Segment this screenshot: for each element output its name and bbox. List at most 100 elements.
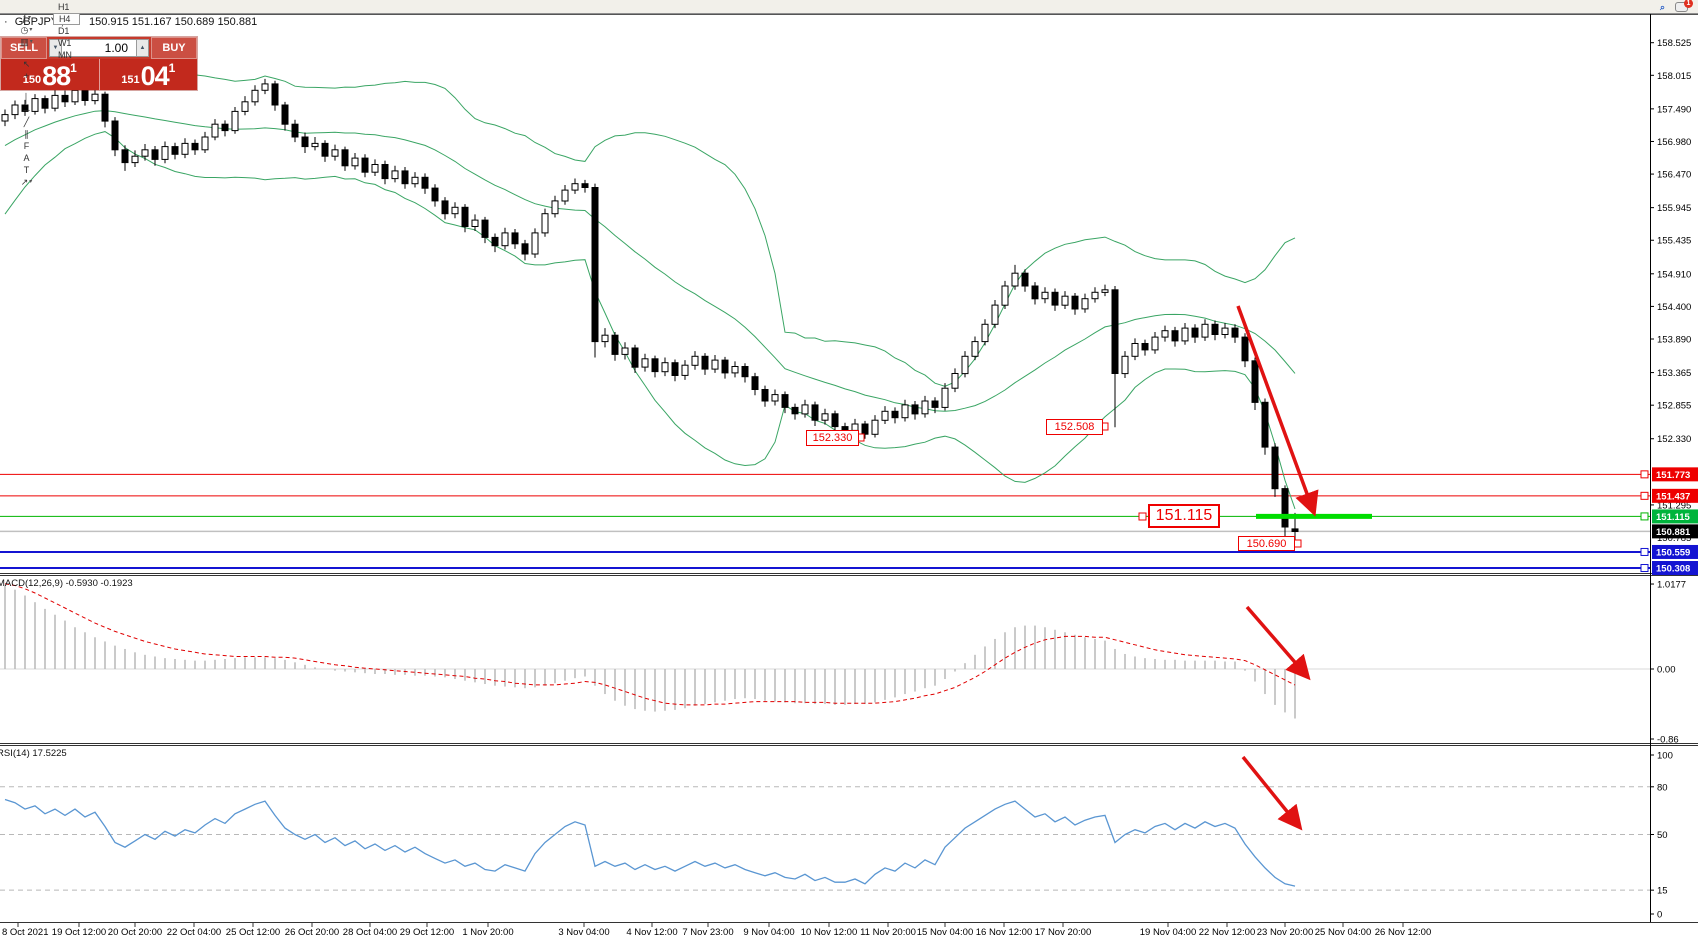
arrows-icon[interactable]: ↗ ▾ [20, 176, 33, 187]
ask-price-point: 1 [168, 61, 176, 75]
svg-text:150.881: 150.881 [1656, 527, 1691, 538]
one-click-trading-panel: SELL ▼ 1.00 ▲ BUY 150 88 1 151 04 1 [1, 37, 197, 90]
timeframe-h1[interactable]: H1 [57, 1, 70, 12]
bid-price-tile[interactable]: 150 88 1 [1, 59, 99, 90]
periods-icon: ◷ [20, 24, 29, 35]
svg-text:152.330: 152.330 [1657, 434, 1691, 445]
bollinger-bands [4, 72, 1296, 510]
time-axis[interactable]: 8 Oct 2021 19 Oct 12:00 20 Oct 20:00 22 Oct… [2, 923, 1431, 938]
vline-icon[interactable]: │ [2, 92, 51, 104]
svg-text:26 Nov 12:00: 26 Nov 12:00 [1375, 927, 1432, 938]
hline-icon[interactable]: ─ [2, 104, 51, 116]
volume-decrease-button[interactable]: ▼ [49, 39, 62, 57]
svg-text:20 Oct 20:00: 20 Oct 20:00 [108, 927, 162, 938]
toolbar-items: +新订单▤☁◉▶自动交易║▮~⊕⊖▦⇉⇥ƒ▾◷▾▥▾↖+│─╱∥FAT↗▾ [2, 0, 51, 198]
trendline-icon[interactable]: ╱ [2, 116, 51, 128]
svg-text:100: 100 [1657, 751, 1673, 762]
svg-text:1 Nov 20:00: 1 Nov 20:00 [462, 927, 513, 938]
svg-text:158.525: 158.525 [1657, 38, 1691, 49]
ohlc-readout: 150.915 151.167 150.689 150.881 [88, 16, 258, 28]
ask-price-pips: 04 [140, 61, 170, 91]
hline-icon: ─ [23, 104, 30, 115]
search-icon[interactable]: ⌕ [1659, 1, 1666, 12]
buy-button[interactable]: BUY [151, 37, 197, 59]
svg-text:19 Oct 12:00: 19 Oct 12:00 [52, 927, 106, 938]
crosshair-icon[interactable]: + [2, 70, 51, 82]
svg-text:154.400: 154.400 [1657, 302, 1691, 313]
bid-price-pips: 88 [42, 61, 71, 91]
svg-text:50: 50 [1657, 830, 1668, 841]
notification-badge: 1 [1684, 0, 1693, 8]
svg-text:157.490: 157.490 [1657, 104, 1691, 115]
macd-pane[interactable] [0, 583, 1650, 719]
periods-icon[interactable]: ◷ ▾ [20, 24, 33, 35]
svg-text:150.559: 150.559 [1656, 547, 1690, 558]
timeframe-d1[interactable]: D1 [57, 25, 70, 36]
price-label-152330[interactable]: 152.330 [806, 430, 859, 446]
svg-text:156.980: 156.980 [1657, 137, 1691, 148]
svg-text:8 Oct 2021: 8 Oct 2021 [2, 927, 48, 938]
svg-text:151.295: 151.295 [1657, 500, 1691, 511]
svg-text:17 Nov 20:00: 17 Nov 20:00 [1035, 927, 1092, 938]
timeframe-mn[interactable]: MN [57, 49, 72, 60]
bid-price-whole: 150 [22, 74, 42, 86]
volume-increase-button[interactable]: ▲ [136, 39, 149, 57]
svg-text:151.115: 151.115 [1656, 512, 1691, 523]
volume-control: ▼ 1.00 ▲ [47, 37, 151, 59]
text-icon[interactable]: A [2, 152, 51, 164]
text-icon: A [23, 152, 30, 163]
price-label-151115[interactable]: 151.115 [1148, 504, 1220, 528]
main-price-pane[interactable] [0, 72, 1650, 570]
channel-icon[interactable]: ∥ [2, 128, 51, 140]
svg-text:15 Nov 04:00: 15 Nov 04:00 [917, 927, 974, 938]
trend-arrow-macd [1245, 605, 1311, 681]
svg-text:155.435: 155.435 [1657, 236, 1691, 247]
cursor-icon[interactable]: ↖ [2, 58, 51, 70]
svg-text:7 Nov 23:00: 7 Nov 23:00 [682, 927, 733, 938]
rsi-pane[interactable] [0, 755, 1650, 891]
svg-text:150.785: 150.785 [1657, 533, 1691, 544]
svg-text:25 Nov 04:00: 25 Nov 04:00 [1315, 927, 1372, 938]
templates-icon: ▥ [20, 36, 29, 47]
svg-text:80: 80 [1657, 782, 1668, 793]
ask-price-tile[interactable]: 151 04 1 [98, 59, 198, 91]
svg-text:3 Nov 04:00: 3 Nov 04:00 [558, 927, 609, 938]
price-label-152508[interactable]: 152.508 [1046, 419, 1103, 435]
bid-price-point: 1 [70, 61, 77, 75]
chart-shift-icon: ⇥ [23, 0, 31, 1]
timeframe-w1[interactable]: W1 [57, 37, 72, 48]
macd-histogram [4, 585, 1296, 719]
svg-text:28 Oct 04:00: 28 Oct 04:00 [343, 927, 397, 938]
trend-arrow-main [1236, 305, 1319, 517]
toolbar: +新订单▤☁◉▶自动交易║▮~⊕⊖▦⇉⇥ƒ▾◷▾▥▾↖+│─╱∥FAT↗▾ M1… [0, 0, 1698, 187]
templates-icon[interactable]: ▥ ▾ [20, 36, 33, 47]
svg-text:11 Nov 20:00: 11 Nov 20:00 [860, 927, 916, 938]
chart-shift-icon[interactable]: ⇥ [2, 0, 51, 2]
timeframe-toolbar: M1M5M15M30H1H4D1W1MN [52, 0, 81, 61]
notifications-icon[interactable]: 1 [1673, 0, 1693, 13]
label-icon: T [23, 164, 30, 175]
svg-text:155.945: 155.945 [1657, 203, 1691, 214]
svg-text:154.910: 154.910 [1657, 269, 1691, 280]
fibonacci-icon[interactable]: F [2, 140, 51, 152]
chat-bubble-icon: 1 [1675, 0, 1693, 12]
volume-input[interactable]: 1.00 [62, 39, 136, 57]
price-label-150690[interactable]: 150.690 [1238, 536, 1295, 551]
svg-text:25 Oct 12:00: 25 Oct 12:00 [226, 927, 280, 938]
svg-text:153.890: 153.890 [1657, 335, 1691, 346]
trend-arrow-rsi [1241, 755, 1303, 831]
sell-button[interactable]: SELL [1, 37, 47, 59]
label-icon[interactable]: T [2, 164, 51, 176]
svg-text:23 Nov 20:00: 23 Nov 20:00 [1257, 927, 1314, 938]
svg-text:151.437: 151.437 [1656, 491, 1690, 502]
ask-price-whole: 151 [121, 74, 140, 86]
svg-text:1.0177: 1.0177 [1657, 580, 1686, 591]
price-axis[interactable]: 158.525 158.015 157.490 156.980 156.470 155.9… [1640, 38, 1698, 921]
svg-text:26 Oct 20:00: 26 Oct 20:00 [285, 927, 339, 938]
indicators-icon[interactable]: ƒ ▾ [21, 12, 31, 23]
svg-text:153.365: 153.365 [1657, 368, 1691, 379]
trendline-icon: ╱ [23, 116, 30, 127]
channel-icon: ∥ [24, 128, 29, 139]
timeframe-h4[interactable]: H4 [52, 12, 81, 25]
